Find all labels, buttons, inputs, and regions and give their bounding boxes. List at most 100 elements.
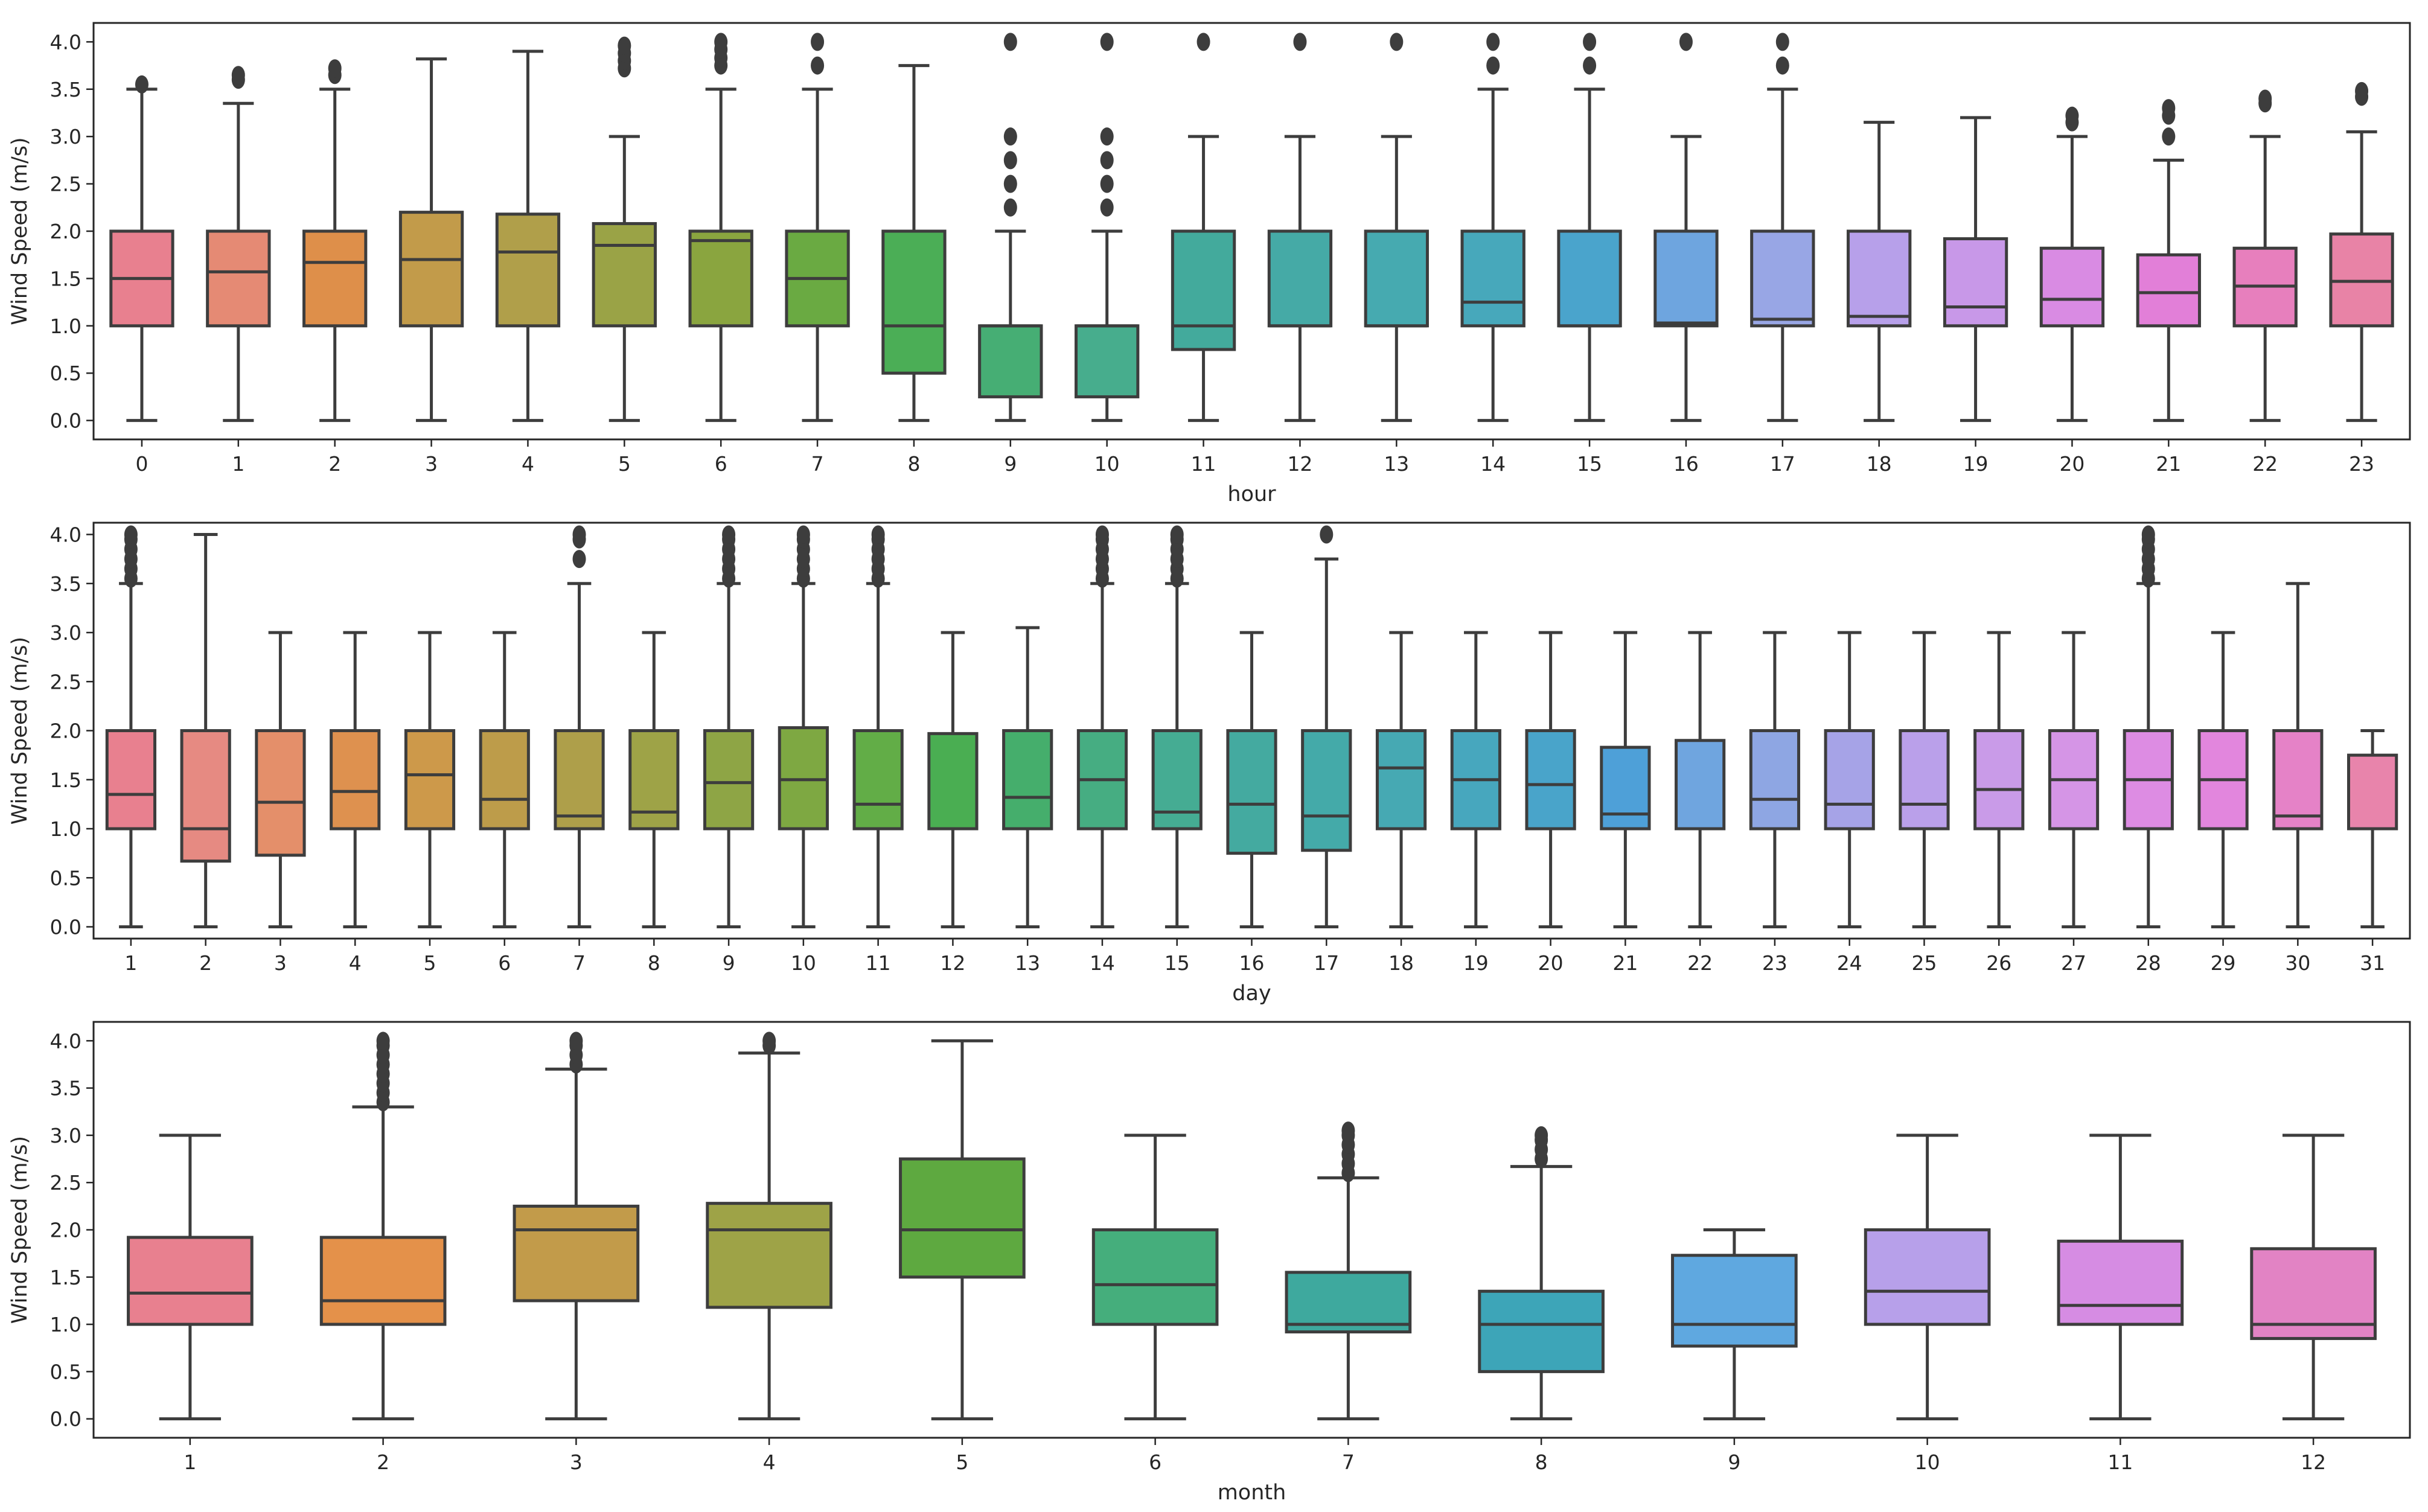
box-23 [1749,631,1801,928]
x-tick-label: 5 [956,1450,968,1474]
x-tick-label: 13 [1384,452,1409,476]
outlier-point [1775,56,1789,75]
box-25 [1899,631,1950,928]
box-body [1973,729,2025,831]
box-body [127,1236,254,1326]
box-2 [302,59,368,423]
box-6 [1091,1134,1219,1421]
box-body [1864,1228,1991,1326]
box-6 [688,33,753,423]
x-tick-label: 19 [1963,452,1989,476]
y-tick-label: 1.5 [50,1266,81,1289]
box-body [881,229,947,375]
y-tick-label: 0.0 [50,409,81,433]
box-body [330,729,381,831]
y-tick-label: 2.5 [50,1171,81,1195]
box-27 [2048,631,2100,928]
box-19 [1450,631,1501,928]
x-tick-label: 14 [1090,951,1115,975]
box-17 [1750,33,1815,423]
x-tick-label: 17 [1770,452,1795,476]
x-tick-label: 2 [328,452,341,476]
box-body [206,229,271,328]
box-body [1671,1254,1798,1348]
box-body [706,1202,832,1309]
y-tick-label: 2.0 [50,220,81,243]
x-tick-label: 3 [425,452,438,476]
outlier-point [1583,33,1597,51]
x-tick-label: 24 [1837,951,1862,975]
box-5 [592,36,657,423]
plot-frame [92,1021,2411,1439]
outlier-point [572,525,586,544]
x-tick-label: 2 [377,1450,389,1474]
x-tick-label: 3 [570,1450,583,1474]
x-tick-label: 11 [2107,1450,2133,1474]
x-tick-label: 8 [907,452,920,476]
outlier-point [2162,127,2176,146]
chart-panel-hour: 0.0 0.5 1.0 1.5 2.0 2.5 3.0 3.5 4.0 Wind Speed (m… [8,22,2411,506]
x-tick-label: 25 [1911,951,1937,975]
chart-panel-day: 0.0 0.5 1.0 1.5 2.0 2.5 3.0 3.5 4.0 Wind Speed (m… [8,522,2411,1006]
outlier-point [722,525,736,544]
x-tick-label: 19 [1463,951,1489,975]
x-tick-label: 28 [2136,951,2161,975]
box-body [2272,729,2324,831]
box-15 [1557,33,1622,423]
x-tick-label: 15 [1164,951,1190,975]
y-tick-label: 4.0 [50,523,81,547]
plot-frame [92,22,2411,441]
outlier-point [1095,525,1109,544]
box-body [2136,253,2201,328]
outlier-point [1293,33,1307,51]
outlier-point [811,56,825,75]
outlier-point [1100,151,1114,170]
outlier-point [1320,525,1334,544]
box-9 [978,33,1043,423]
box-body [852,729,904,831]
outlier-point [124,525,138,544]
box-body [255,729,306,857]
box-20 [2039,106,2105,423]
box-body [1285,1271,1412,1334]
box-body [1525,729,1576,831]
y-tick-label: 3.5 [50,78,81,101]
outlier-point [2162,99,2176,118]
box-12 [1267,33,1333,423]
outlier-point [1679,33,1693,51]
x-tick-label: 9 [723,951,735,975]
y-tick-label: 3.0 [50,125,81,148]
box-28 [2123,525,2174,928]
box-body [1653,229,1719,328]
box-24 [1824,631,1875,928]
x-tick-label: 1 [232,452,244,476]
y-tick-label: 3.0 [50,1124,81,1147]
box-18 [1847,121,1912,423]
x-tick-label: 21 [1612,951,1638,975]
x-tick-label: 14 [1480,452,1506,476]
y-tick-label: 0.0 [50,916,81,939]
box-22 [2232,89,2298,423]
x-tick-label: 4 [349,951,362,975]
box-16 [1226,631,1277,928]
box-30 [2272,582,2324,928]
x-tick-label: 17 [1314,951,1339,975]
box-10 [1864,1134,1991,1421]
box-3 [398,57,464,423]
box-body [899,1157,1026,1279]
box-11 [1171,33,1236,423]
box-13 [1002,626,1053,928]
box-body [1847,229,1912,328]
box-17 [1301,525,1352,928]
y-tick-label: 1.0 [50,817,81,841]
plot-frame [92,522,2411,940]
box-2 [319,1032,447,1421]
x-tick-label: 22 [1687,951,1713,975]
box-11 [852,525,904,928]
x-tick-label: 7 [811,452,824,476]
box-body [1675,739,1726,831]
outlier-point [1535,1126,1548,1144]
x-tick-label: 4 [522,452,534,476]
box-12 [927,631,979,928]
